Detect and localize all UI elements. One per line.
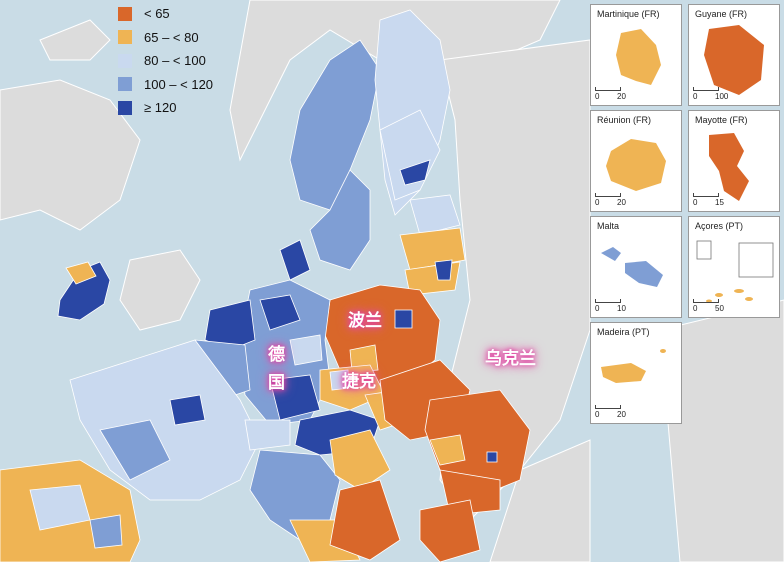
- legend-label: 80 – < 100: [144, 53, 206, 69]
- scale-bar: 0 20: [595, 405, 626, 419]
- inset-title: Madeira (PT): [597, 327, 650, 337]
- country-label-germany-2: 国: [268, 373, 285, 393]
- legend-swatch: [118, 53, 132, 68]
- legend-swatch: [118, 6, 132, 21]
- inset-title: Açores (PT): [695, 221, 744, 231]
- scale-bar: 0 20: [595, 87, 626, 101]
- scale-bar: 0 20: [595, 193, 626, 207]
- ireland: [57, 261, 111, 321]
- scale-bar: 0 100: [693, 87, 728, 101]
- legend-item: ≥ 120: [118, 96, 236, 120]
- scale-bar: 0 50: [693, 299, 724, 313]
- legend-item: 80 – < 100: [118, 49, 236, 73]
- inset-shape: [709, 133, 749, 201]
- inset-shape: [601, 349, 666, 383]
- inset-reunion: Réunion (FR) 0 20: [590, 110, 682, 212]
- country-label-poland: 波兰: [348, 311, 382, 331]
- legend-swatch: [118, 77, 132, 92]
- inset-shape: [601, 247, 663, 287]
- legend-label: 65 – < 80: [144, 29, 199, 45]
- country-label-czech: 捷克: [342, 372, 376, 392]
- scale-bar: 0 10: [595, 299, 626, 313]
- legend-label: 100 – < 120: [144, 76, 214, 92]
- legend-label: < 65: [144, 6, 170, 22]
- germany: [239, 279, 331, 426]
- inset-shape: [704, 25, 764, 95]
- inset-shape: [616, 29, 661, 85]
- legend-item: 65 – < 80: [118, 26, 236, 50]
- legend-label: ≥ 120: [144, 100, 177, 116]
- iberia: [0, 459, 141, 562]
- scale-bar: 0 15: [693, 193, 724, 207]
- inset-shape: [606, 139, 666, 191]
- baltics: [399, 194, 466, 296]
- inset-guyane: Guyane (FR) 0 100: [688, 4, 780, 106]
- inset-title: Réunion (FR): [597, 115, 652, 125]
- inset-title: Guyane (FR): [695, 9, 748, 19]
- country-label-germany-1: 德: [268, 345, 285, 365]
- inset-martinique: Martinique (FR) 0 20: [590, 4, 682, 106]
- inset-title: Mayotte (FR): [695, 115, 748, 125]
- legend-item: 100 – < 120: [118, 73, 236, 97]
- inset-malta: Malta 0 10: [590, 216, 682, 318]
- inset-title: Malta: [597, 221, 620, 231]
- inset-madeira: Madeira (PT) 0 20: [590, 322, 682, 424]
- southeast-europe: [329, 359, 531, 562]
- scandinavia: [279, 9, 451, 281]
- legend-swatch: [118, 100, 132, 115]
- country-label-ukraine: 乌克兰: [485, 349, 536, 369]
- poland: [324, 284, 441, 386]
- legend-item: < 65: [118, 2, 236, 26]
- inset-title: Martinique (FR): [597, 9, 660, 19]
- inset-acores: Açores (PT) 0 50: [688, 216, 780, 318]
- inset-shape: [696, 240, 774, 303]
- benelux-france: [69, 299, 261, 501]
- inset-mayotte: Mayotte (FR) 0 15: [688, 110, 780, 212]
- legend-swatch: [118, 30, 132, 45]
- legend: < 65 65 – < 80 80 – < 100 100 – < 120 ≥ …: [118, 2, 236, 120]
